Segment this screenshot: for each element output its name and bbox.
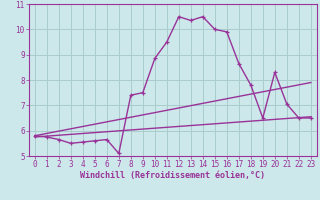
X-axis label: Windchill (Refroidissement éolien,°C): Windchill (Refroidissement éolien,°C) [80, 171, 265, 180]
